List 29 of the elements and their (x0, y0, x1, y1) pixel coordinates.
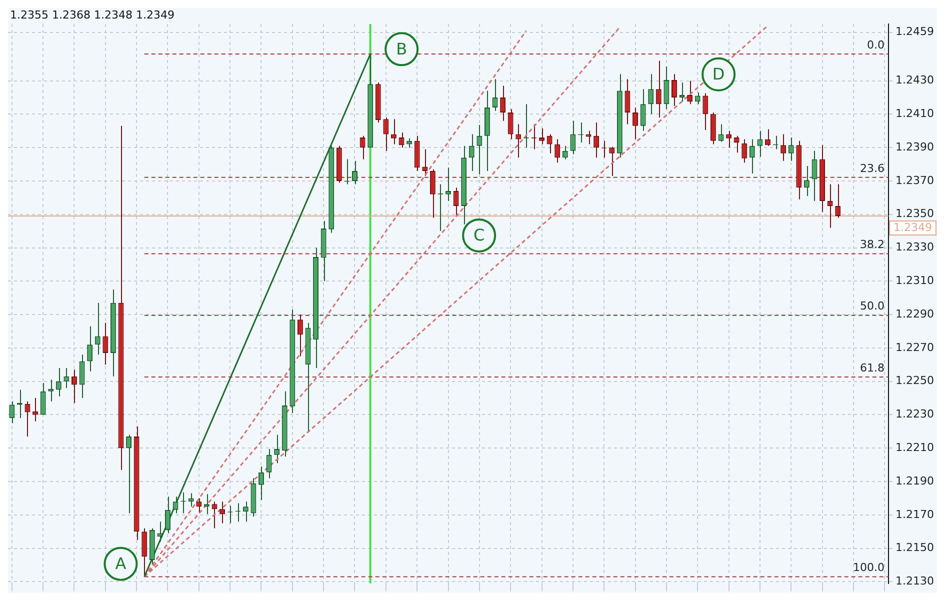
y-tick-label: 1.2370 (896, 174, 934, 187)
ref-line-label: 23.6 (860, 162, 885, 175)
annotation: D (712, 64, 725, 84)
y-tick-label: 1.2350 (896, 207, 934, 220)
annotation: B (396, 39, 408, 58)
y-tick-label: 1.2270 (896, 340, 934, 354)
y-tick-label: 1.2390 (896, 140, 934, 154)
y-tick-label: 1.2410 (896, 107, 934, 120)
y-tick-label: 1.2150 (896, 541, 934, 554)
y-tick-label: 1.2210 (896, 441, 934, 454)
ref-line-label: 1.2349 (894, 220, 932, 234)
text: 1.2355 1.2368 1.2348 1.2349 (10, 8, 174, 22)
y-tick-label: 1.2130 (896, 574, 934, 588)
ref-line-label: 50.0 (860, 300, 885, 313)
ref-line-label: 100.0 (853, 561, 885, 574)
y-tick-label: 1.2459 (896, 25, 934, 38)
y-tick-label: 1.2190 (896, 474, 934, 488)
ref-line-label: 61.8 (860, 361, 885, 374)
y-tick-label: 1.2330 (896, 240, 934, 254)
y-tick-label: 1.2230 (896, 408, 934, 421)
y-tick-label: 1.2290 (896, 307, 934, 320)
annotation: C (473, 226, 485, 245)
ref-line-label: 38.2 (860, 238, 885, 252)
y-tick-label: 1.2310 (896, 274, 934, 288)
y-tick-label: 1.2430 (896, 74, 934, 87)
annotation: A (115, 554, 126, 573)
ref-line-label: 0.0 (867, 38, 885, 52)
y-tick-label: 1.2250 (896, 374, 934, 388)
y-tick-label: 1.2170 (896, 508, 934, 521)
